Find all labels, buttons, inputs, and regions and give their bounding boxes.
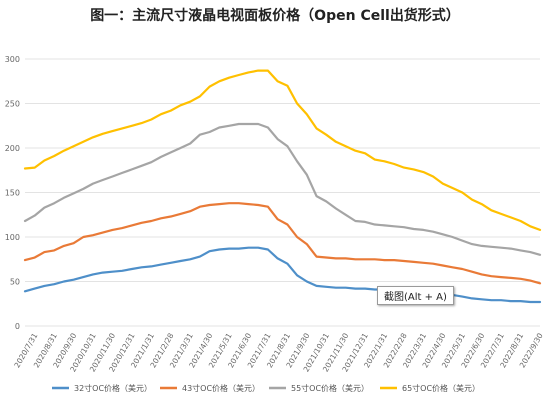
chart-title: 图一：主流尺寸液晶电视面板价格（Open Cell出货形式） xyxy=(90,8,460,24)
y-tick-label: 150 xyxy=(5,189,20,198)
legend-label: 55寸OC价格（美元） xyxy=(291,383,369,393)
series-line xyxy=(23,69,542,231)
y-tick-label: 100 xyxy=(5,233,20,242)
y-axis-ticks: 0 50 100 150 200 250 300 xyxy=(5,55,20,331)
legend: 32寸OC价格（美元） 43寸OC价格（美元） 55寸OC价格（美元） 65寸OC价格… xyxy=(52,383,480,393)
series-line xyxy=(23,122,542,256)
x-axis-ticks: 2020/7/312020/8/312020/9/302020/10/31202… xyxy=(12,331,544,373)
y-tick-label: 200 xyxy=(5,144,20,153)
y-tick-label: 300 xyxy=(5,55,20,64)
screenshot-tooltip: 截图(Alt + A) xyxy=(377,286,454,305)
series-line xyxy=(23,202,542,285)
y-tick-label: 50 xyxy=(10,278,20,287)
legend-label: 43寸OC价格（美元） xyxy=(182,383,260,393)
legend-label: 32寸OC价格（美元） xyxy=(74,383,152,393)
series-line xyxy=(23,246,542,304)
y-tick-label: 0 xyxy=(15,322,20,331)
series-lines xyxy=(23,69,542,304)
y-tick-label: 250 xyxy=(5,100,20,109)
legend-label: 65寸OC价格（美元） xyxy=(402,383,480,393)
